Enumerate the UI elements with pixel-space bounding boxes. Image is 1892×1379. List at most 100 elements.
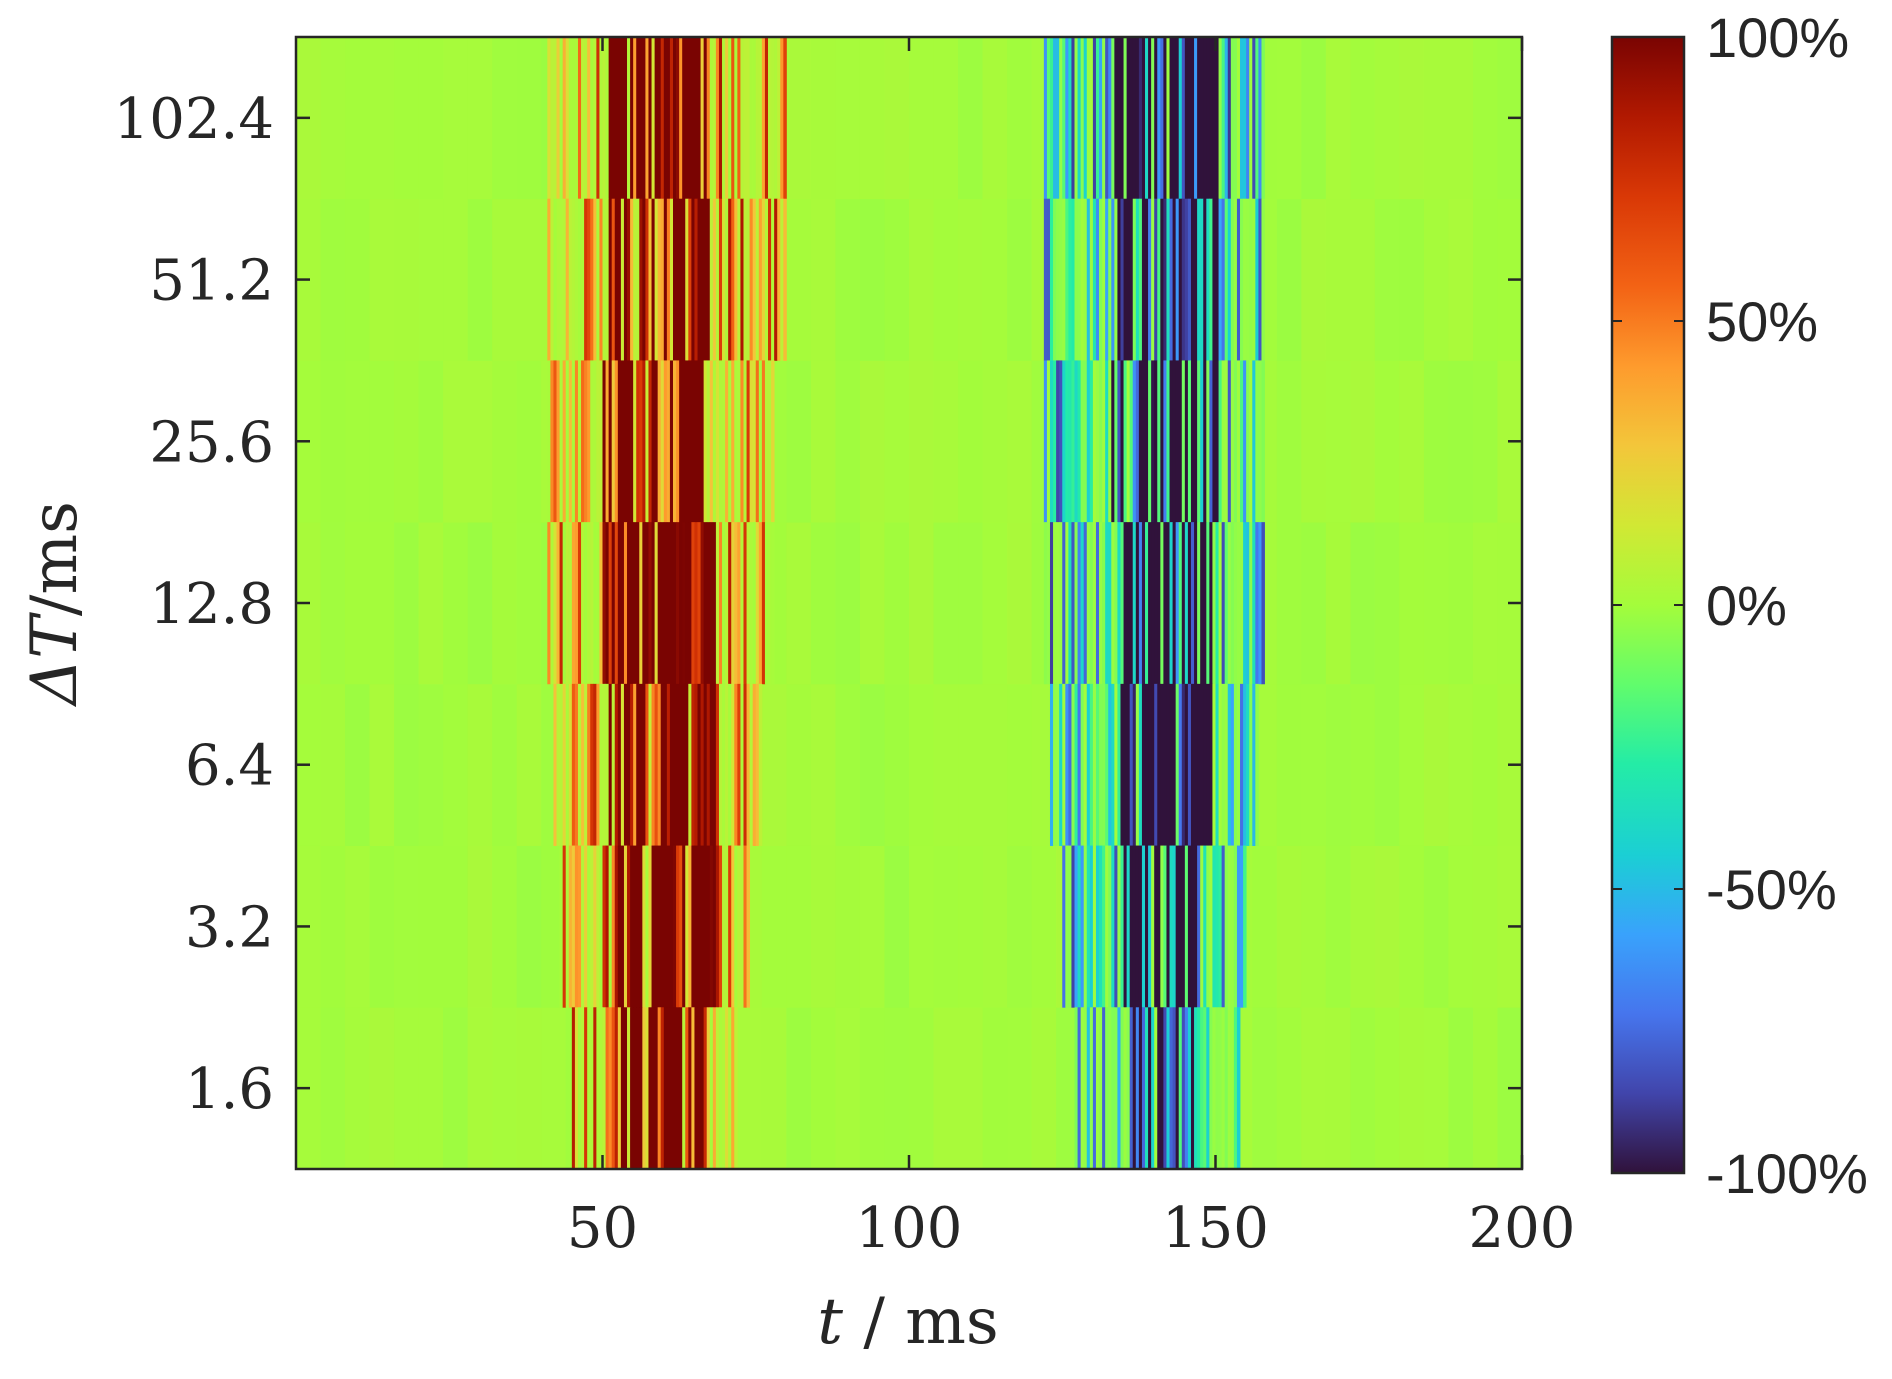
heatmap-cell-positive-33 xyxy=(648,37,652,200)
heatmap-cell-negative-590 xyxy=(1135,198,1140,361)
heatmap-cell-positive-190 xyxy=(651,360,656,523)
heatmap-cell-positive-444 xyxy=(602,1007,606,1170)
heatmap-cell-positive-209 xyxy=(709,360,714,523)
heatmap-cell-negative-619 xyxy=(1224,198,1229,361)
heatmap-cell-bg xyxy=(1350,360,1376,523)
heatmap-cell-positive-199 xyxy=(679,360,683,523)
heatmap-cell-positive-187 xyxy=(642,360,646,523)
heatmap-cell-positive-111 xyxy=(648,198,652,361)
heatmap-cell-negative-666 xyxy=(1148,360,1152,523)
heatmap-cell-negative-793 xyxy=(1102,683,1106,846)
heatmap-cell-negative-488 xyxy=(1043,37,1048,200)
heatmap-cell-positive-332 xyxy=(639,683,643,846)
heatmap-cell-bg xyxy=(1423,198,1449,361)
heatmap-cell-negative-839 xyxy=(1243,683,1247,846)
heatmap-cell-positive-303 xyxy=(771,522,775,685)
heatmap-cell-positive-179 xyxy=(617,360,622,523)
heatmap-cell-positive-445 xyxy=(605,1007,610,1170)
heatmap-cell-bg xyxy=(1325,683,1351,846)
heatmap-cell-positive-338 xyxy=(657,683,662,846)
heatmap-cell-bg xyxy=(418,522,444,685)
heatmap-cell-negative-828 xyxy=(1209,683,1213,846)
heatmap-cell-negative-782 xyxy=(1068,683,1072,846)
heatmap-cell-positive-461 xyxy=(654,1007,659,1170)
heatmap-cell-negative-508 xyxy=(1105,37,1109,200)
heatmap-cell-positive-47 xyxy=(691,37,695,200)
heatmap-cell-positive-392 xyxy=(620,845,625,1008)
heatmap-cell-negative-948 xyxy=(1209,1007,1213,1170)
heatmap-cell-negative-528 xyxy=(1166,37,1170,200)
heatmap-cell-positive-79 xyxy=(550,198,554,361)
heatmap-cell-positive-251 xyxy=(611,522,616,685)
heatmap-cell-positive-408 xyxy=(669,845,674,1008)
heatmap-cell-positive-46 xyxy=(688,37,692,200)
heatmap-cell-positive-262 xyxy=(645,522,649,685)
heatmap-cell-negative-812 xyxy=(1160,683,1164,846)
heatmap-cell-positive-299 xyxy=(758,522,763,685)
heatmap-cell-positive-93 xyxy=(593,198,597,361)
heatmap-cell-bg xyxy=(1301,683,1327,846)
heatmap-cell-negative-860 xyxy=(1111,845,1115,1008)
heatmap-cell-positive-385 xyxy=(599,845,603,1008)
heatmap-cell-bg xyxy=(345,522,370,685)
heatmap-cell-positive-189 xyxy=(648,360,652,523)
heatmap-cell-negative-790 xyxy=(1092,683,1097,846)
heatmap-cell-bg xyxy=(418,845,444,1008)
heatmap-cell-negative-644 xyxy=(1080,360,1085,523)
heatmap-cell-positive-343 xyxy=(673,683,677,846)
heatmap-cell-negative-563 xyxy=(1053,198,1057,361)
heatmap-cell-positive-286 xyxy=(718,522,723,685)
heatmap-cell-positive-2 xyxy=(553,37,557,200)
heatmap-cell-positive-362 xyxy=(731,683,735,846)
heatmap-cell-positive-208 xyxy=(706,360,711,523)
heatmap-cell-negative-665 xyxy=(1145,360,1149,523)
plot-area: 50 100 150 200 1.6 3.2 6.4 12.8 25.6 51.2 102.4 xyxy=(114,35,1575,1261)
heatmap-cell-positive-271 xyxy=(673,522,677,685)
heatmap-cell-bg xyxy=(982,1007,1008,1170)
heatmap-cell-positive-94 xyxy=(596,198,600,361)
heatmap-cell-positive-42 xyxy=(676,37,680,200)
heatmap-cell-positive-215 xyxy=(728,360,732,523)
heatmap-cell-negative-627 xyxy=(1249,198,1253,361)
heatmap-cell-negative-919 xyxy=(1120,1007,1124,1170)
heatmap-cell-negative-573 xyxy=(1083,198,1088,361)
colorbar-ticks: 100% 50% 0% -50% -100% xyxy=(1612,6,1868,1205)
heatmap-cell-positive-155 xyxy=(783,198,787,361)
heatmap-cell-positive-106 xyxy=(633,198,637,361)
heatmap-cell-positive-211 xyxy=(715,360,720,523)
heatmap-cell-negative-949 xyxy=(1212,1007,1216,1170)
heatmap-cell-negative-760 xyxy=(1215,522,1219,685)
heatmap-cell-negative-807 xyxy=(1145,683,1149,846)
heatmap-cell-negative-946 xyxy=(1203,1007,1207,1170)
heatmap-cell-bg xyxy=(958,1007,983,1170)
heatmap-cell-positive-177 xyxy=(611,360,616,523)
heatmap-cell-negative-681 xyxy=(1194,360,1198,523)
heatmap-cell-negative-659 xyxy=(1126,360,1131,523)
heatmap-cell-negative-550 xyxy=(1233,37,1238,200)
heatmap-cell-negative-683 xyxy=(1200,360,1204,523)
heatmap-cell-bg xyxy=(1399,37,1425,200)
heatmap-cell-positive-324 xyxy=(614,683,619,846)
heatmap-cell-negative-727 xyxy=(1114,522,1118,685)
heatmap-cell-positive-361 xyxy=(728,683,732,846)
heatmap-cell-positive-464 xyxy=(663,1007,668,1170)
heatmap-cell-positive-153 xyxy=(777,198,781,361)
heatmap-cell-positive-370 xyxy=(755,683,760,846)
heatmap-cell-negative-524 xyxy=(1154,37,1158,200)
heatmap-cell-positive-353 xyxy=(703,683,708,846)
heatmap-cell-positive-261 xyxy=(642,522,646,685)
heatmap-cell-positive-296 xyxy=(749,522,754,685)
heatmap-cell-positive-316 xyxy=(590,683,594,846)
x-axis-label-unit: ms xyxy=(905,1285,999,1359)
heatmap-cell-negative-756 xyxy=(1203,522,1207,685)
heatmap-cell-negative-796 xyxy=(1111,683,1115,846)
heatmap-cell-positive-88 xyxy=(577,198,582,361)
heatmap-cell-positive-221 xyxy=(746,360,751,523)
heatmap-cell-positive-99 xyxy=(611,198,616,361)
heatmap-cell-positive-116 xyxy=(663,198,668,361)
heatmap-cell-positive-130 xyxy=(706,198,711,361)
heatmap-cell-positive-35 xyxy=(654,37,659,200)
heatmap-cell-negative-592 xyxy=(1141,198,1146,361)
heatmap-cell-positive-485 xyxy=(728,1007,732,1170)
heatmap-cell-positive-388 xyxy=(608,845,613,1008)
